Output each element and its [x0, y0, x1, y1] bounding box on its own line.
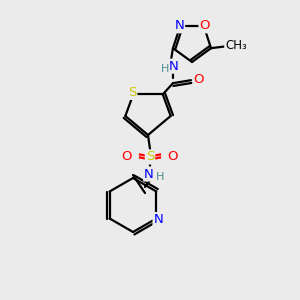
Text: N: N	[169, 60, 179, 73]
Text: S: S	[146, 151, 154, 164]
Text: N: N	[144, 167, 154, 181]
Text: H: H	[161, 64, 169, 74]
Text: O: O	[122, 149, 132, 163]
Text: O: O	[194, 73, 204, 86]
Text: CH₃: CH₃	[225, 39, 247, 52]
Text: S: S	[128, 86, 136, 99]
Text: N: N	[154, 213, 163, 226]
Text: N: N	[174, 19, 184, 32]
Text: O: O	[200, 19, 210, 32]
Text: H: H	[156, 172, 164, 182]
Text: O: O	[168, 149, 178, 163]
